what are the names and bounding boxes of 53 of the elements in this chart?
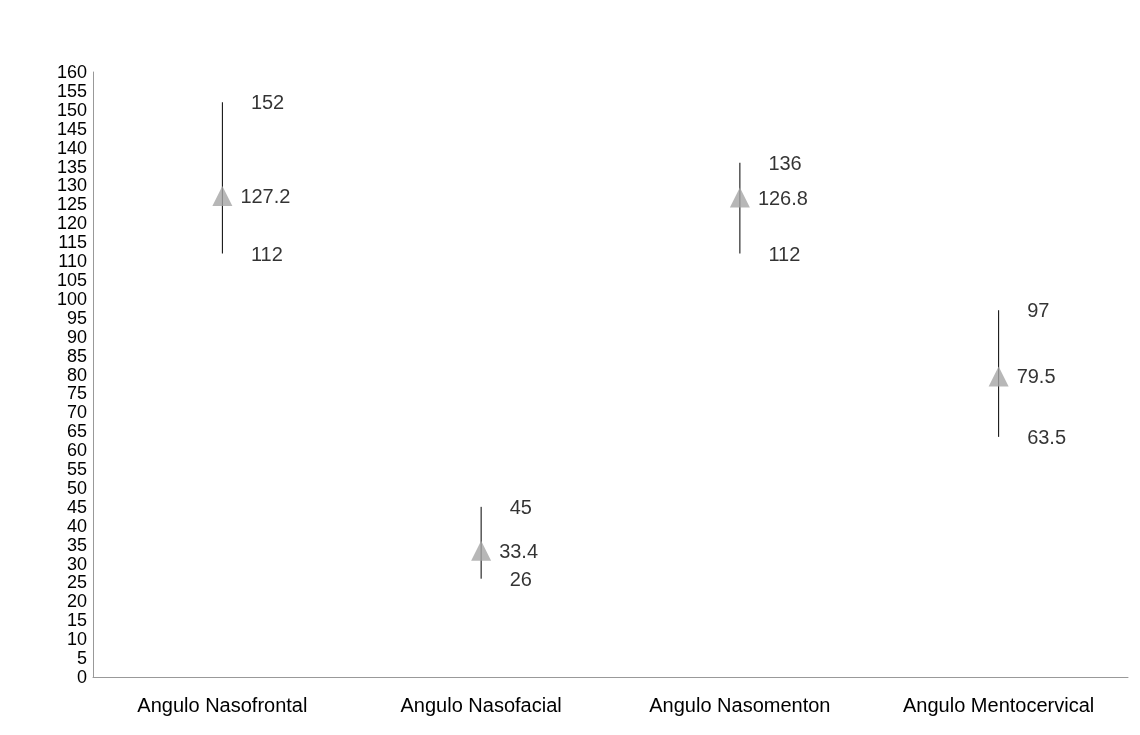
x-tick-label: Angulo Mentocervical [903,694,1095,716]
y-tick-label: 5 [76,648,87,669]
data-label: 127.2 [240,185,291,208]
y-tick-label: 15 [66,610,87,631]
point [729,187,750,208]
y-tick-label: 55 [66,459,87,480]
y-tick-label: 0 [76,667,87,687]
annotation: 152 [250,91,285,114]
y-tick-label: 45 [66,496,87,517]
annotation: 45 [509,495,532,518]
y-tick-label: 80 [66,364,87,385]
y-tick-label: 145 [56,118,87,139]
y-tick-label: 100 [56,288,87,309]
annotation: 112 [768,242,801,265]
y-tick-label: 70 [66,402,87,423]
y-tick-label: 35 [66,534,87,555]
y-tick-label: 150 [56,99,87,120]
y-tick-label: 85 [66,345,87,366]
y-tick-label: 65 [66,421,87,442]
y-tick-label: 95 [66,307,87,328]
y-tick-label: 160 [56,62,87,82]
annotation: 112 [250,242,283,265]
y-tick-label: 50 [66,477,87,498]
y-tick-label: 25 [66,572,87,593]
point [471,540,492,561]
y-tick-label: 135 [56,156,87,177]
y-tick-label: 40 [66,515,87,536]
y-tick-label: 90 [66,326,87,347]
y-tick-label: 60 [66,440,87,461]
point [988,366,1009,387]
point [212,186,233,207]
y-tick-label: 155 [56,80,87,101]
annotation: 136 [768,151,802,174]
x-tick-label: Angulo Nasomenton [649,694,831,716]
data-label: 33.4 [499,539,539,562]
y-tick-label: 125 [56,194,87,215]
y-tick-label: 105 [56,269,87,290]
data-label: 126.8 [757,186,808,209]
y-tick-label: 30 [66,553,87,574]
annotation: 26 [509,567,532,590]
y-tick-label: 75 [66,383,87,404]
y-tick-label: 20 [66,591,87,612]
y-tick-label: 110 [58,251,87,272]
annotation: 97 [1027,299,1050,322]
y-tick-label: 130 [56,175,87,196]
y-tick-label: 115 [58,232,87,253]
data-label: 79.5 [1016,365,1056,388]
y-tick-label: 140 [56,137,87,158]
annotation: 63.5 [1027,425,1067,448]
y-tick-label: 120 [56,213,87,234]
x-tick-label: Angulo Nasofrontal [137,694,308,716]
x-tick-label: Angulo Nasofacial [400,694,562,716]
y-tick-label: 10 [66,629,87,650]
